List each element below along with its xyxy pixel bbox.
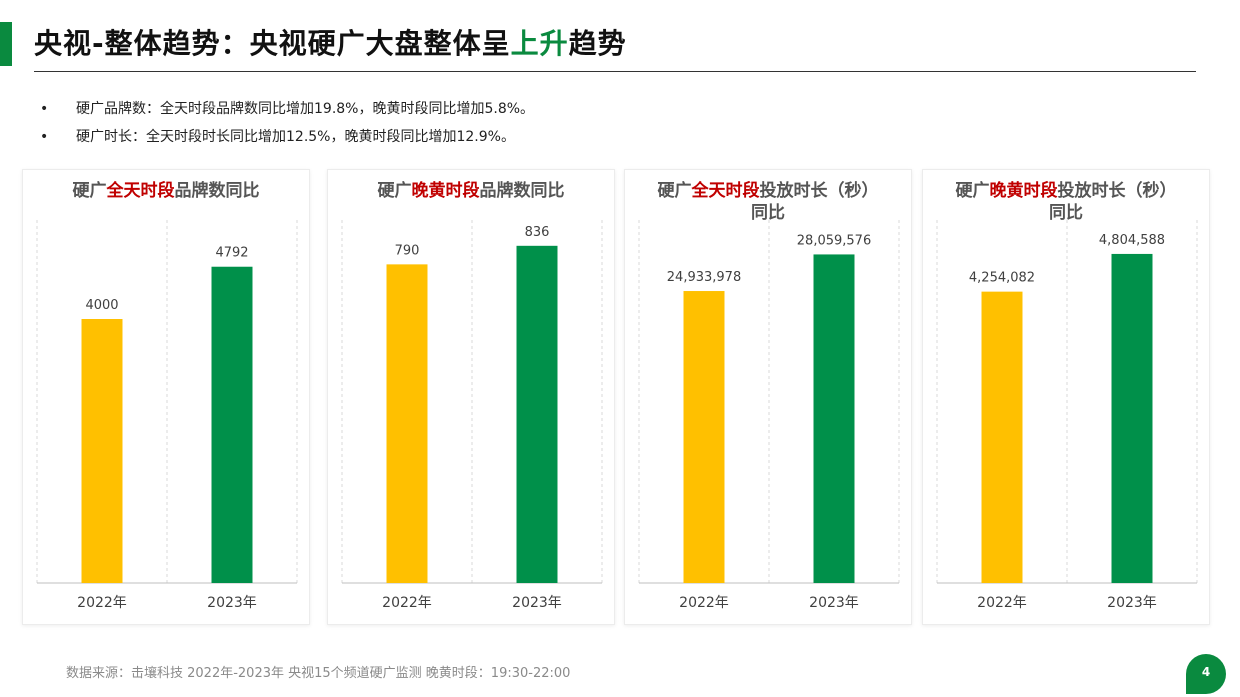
chart-title: 硬广晚黄时段品牌数同比 xyxy=(328,180,614,202)
page-number: 4 xyxy=(1201,665,1211,679)
page-title-prefix: 央视-整体趋势：央视硬广大盘整体呈 xyxy=(34,27,511,60)
category-label: 2022年 xyxy=(679,595,729,611)
bullet-marker: • xyxy=(40,129,49,145)
chart-title-highlight: 晚黄时段 xyxy=(411,181,480,201)
category-label: 2022年 xyxy=(77,595,127,611)
chart-title-pre: 硬广 xyxy=(657,181,692,201)
chart-panel-allday-duration: 硬广全天时段投放时长（秒） 同比 24,933,978 2022年 28,059,57… xyxy=(624,169,912,625)
bar-2023 xyxy=(211,266,253,583)
bullet-text: 硬广时长：全天时段时长同比增加12.5%，晚黄时段同比增加12.9%。 xyxy=(76,129,515,145)
chart-panel-prime-duration: 硬广晚黄时段投放时长（秒） 同比 4,254,082 2022年 4,804,588 2… xyxy=(922,169,1210,625)
bar-2022 xyxy=(981,291,1023,583)
data-label: 4792 xyxy=(215,246,248,261)
bullet-item: • 硬广品牌数：全天时段品牌数同比增加19.8%，晚黄时段同比增加5.8%。 xyxy=(40,99,534,127)
title-divider xyxy=(34,71,1196,72)
data-label: 4000 xyxy=(85,298,118,313)
chart-title-highlight: 晚黄时段 xyxy=(989,181,1058,201)
bar-chart: 4,254,082 2022年 4,804,588 2023年 xyxy=(936,220,1198,611)
page-title: 央视-整体趋势：央视硬广大盘整体呈上升趋势 xyxy=(34,22,627,62)
chart-title-highlight: 全天时段 xyxy=(691,181,760,201)
chart-title-pre: 硬广 xyxy=(955,181,990,201)
bar-2023 xyxy=(516,245,558,583)
chart-title-post: 投放时长（秒） xyxy=(1057,181,1177,201)
bar-2022 xyxy=(386,264,428,583)
bar-2023 xyxy=(813,254,855,583)
bullet-marker: • xyxy=(40,101,49,117)
chart-panel-allday-brands: 硬广全天时段品牌数同比 4000 2022年 4792 2023年 xyxy=(22,169,310,625)
chart-title-highlight: 全天时段 xyxy=(106,181,175,201)
title-accent-bar xyxy=(0,22,12,66)
data-label: 24,933,978 xyxy=(667,270,741,285)
category-label: 2023年 xyxy=(1107,595,1157,611)
bar-chart: 790 2022年 836 2023年 xyxy=(341,220,603,611)
category-label: 2023年 xyxy=(207,595,257,611)
bullet-item: • 硬广时长：全天时段时长同比增加12.5%，晚黄时段同比增加12.9%。 xyxy=(40,127,534,155)
category-label: 2023年 xyxy=(809,595,859,611)
chart-title: 硬广全天时段品牌数同比 xyxy=(23,180,309,202)
chart-title: 硬广全天时段投放时长（秒） 同比 xyxy=(625,180,911,224)
category-label: 2022年 xyxy=(977,595,1027,611)
bullet-text: 硬广品牌数：全天时段品牌数同比增加19.8%，晚黄时段同比增加5.8%。 xyxy=(76,101,535,117)
data-label: 4,254,082 xyxy=(969,271,1035,286)
category-label: 2022年 xyxy=(382,595,432,611)
chart-title: 硬广晚黄时段投放时长（秒） 同比 xyxy=(923,180,1209,224)
data-label: 836 xyxy=(525,225,550,240)
bar-2023 xyxy=(1111,253,1153,584)
chart-panel-prime-brands: 硬广晚黄时段品牌数同比 790 2022年 836 2023年 xyxy=(327,169,615,625)
chart-title-line2: 同比 xyxy=(1049,203,1083,223)
bar-chart: 4000 2022年 4792 2023年 xyxy=(36,220,298,611)
bar-chart: 24,933,978 2022年 28,059,576 2023年 xyxy=(638,220,900,611)
chart-title-pre: 硬广 xyxy=(72,181,107,201)
page-number-badge: 4 xyxy=(1186,654,1226,694)
page-title-suffix: 趋势 xyxy=(568,27,627,60)
chart-title-pre: 硬广 xyxy=(377,181,412,201)
chart-title-post: 投放时长（秒） xyxy=(759,181,879,201)
bar-2022 xyxy=(683,291,725,583)
category-label: 2023年 xyxy=(512,595,562,611)
data-label: 4,804,588 xyxy=(1099,233,1165,248)
chart-title-post: 品牌数同比 xyxy=(479,181,565,201)
page-title-highlight: 上升 xyxy=(510,27,569,60)
bar-2022 xyxy=(81,319,123,583)
chart-title-line2: 同比 xyxy=(751,203,785,223)
data-label: 28,059,576 xyxy=(797,233,871,248)
bullet-list: • 硬广品牌数：全天时段品牌数同比增加19.8%，晚黄时段同比增加5.8%。 • 硬… xyxy=(40,99,534,155)
data-label: 790 xyxy=(395,243,420,258)
chart-title-post: 品牌数同比 xyxy=(174,181,260,201)
source-footnote: 数据来源：击壤科技 2022年-2023年 央视15个频道硬广监测 晚黄时段：1… xyxy=(66,666,571,681)
